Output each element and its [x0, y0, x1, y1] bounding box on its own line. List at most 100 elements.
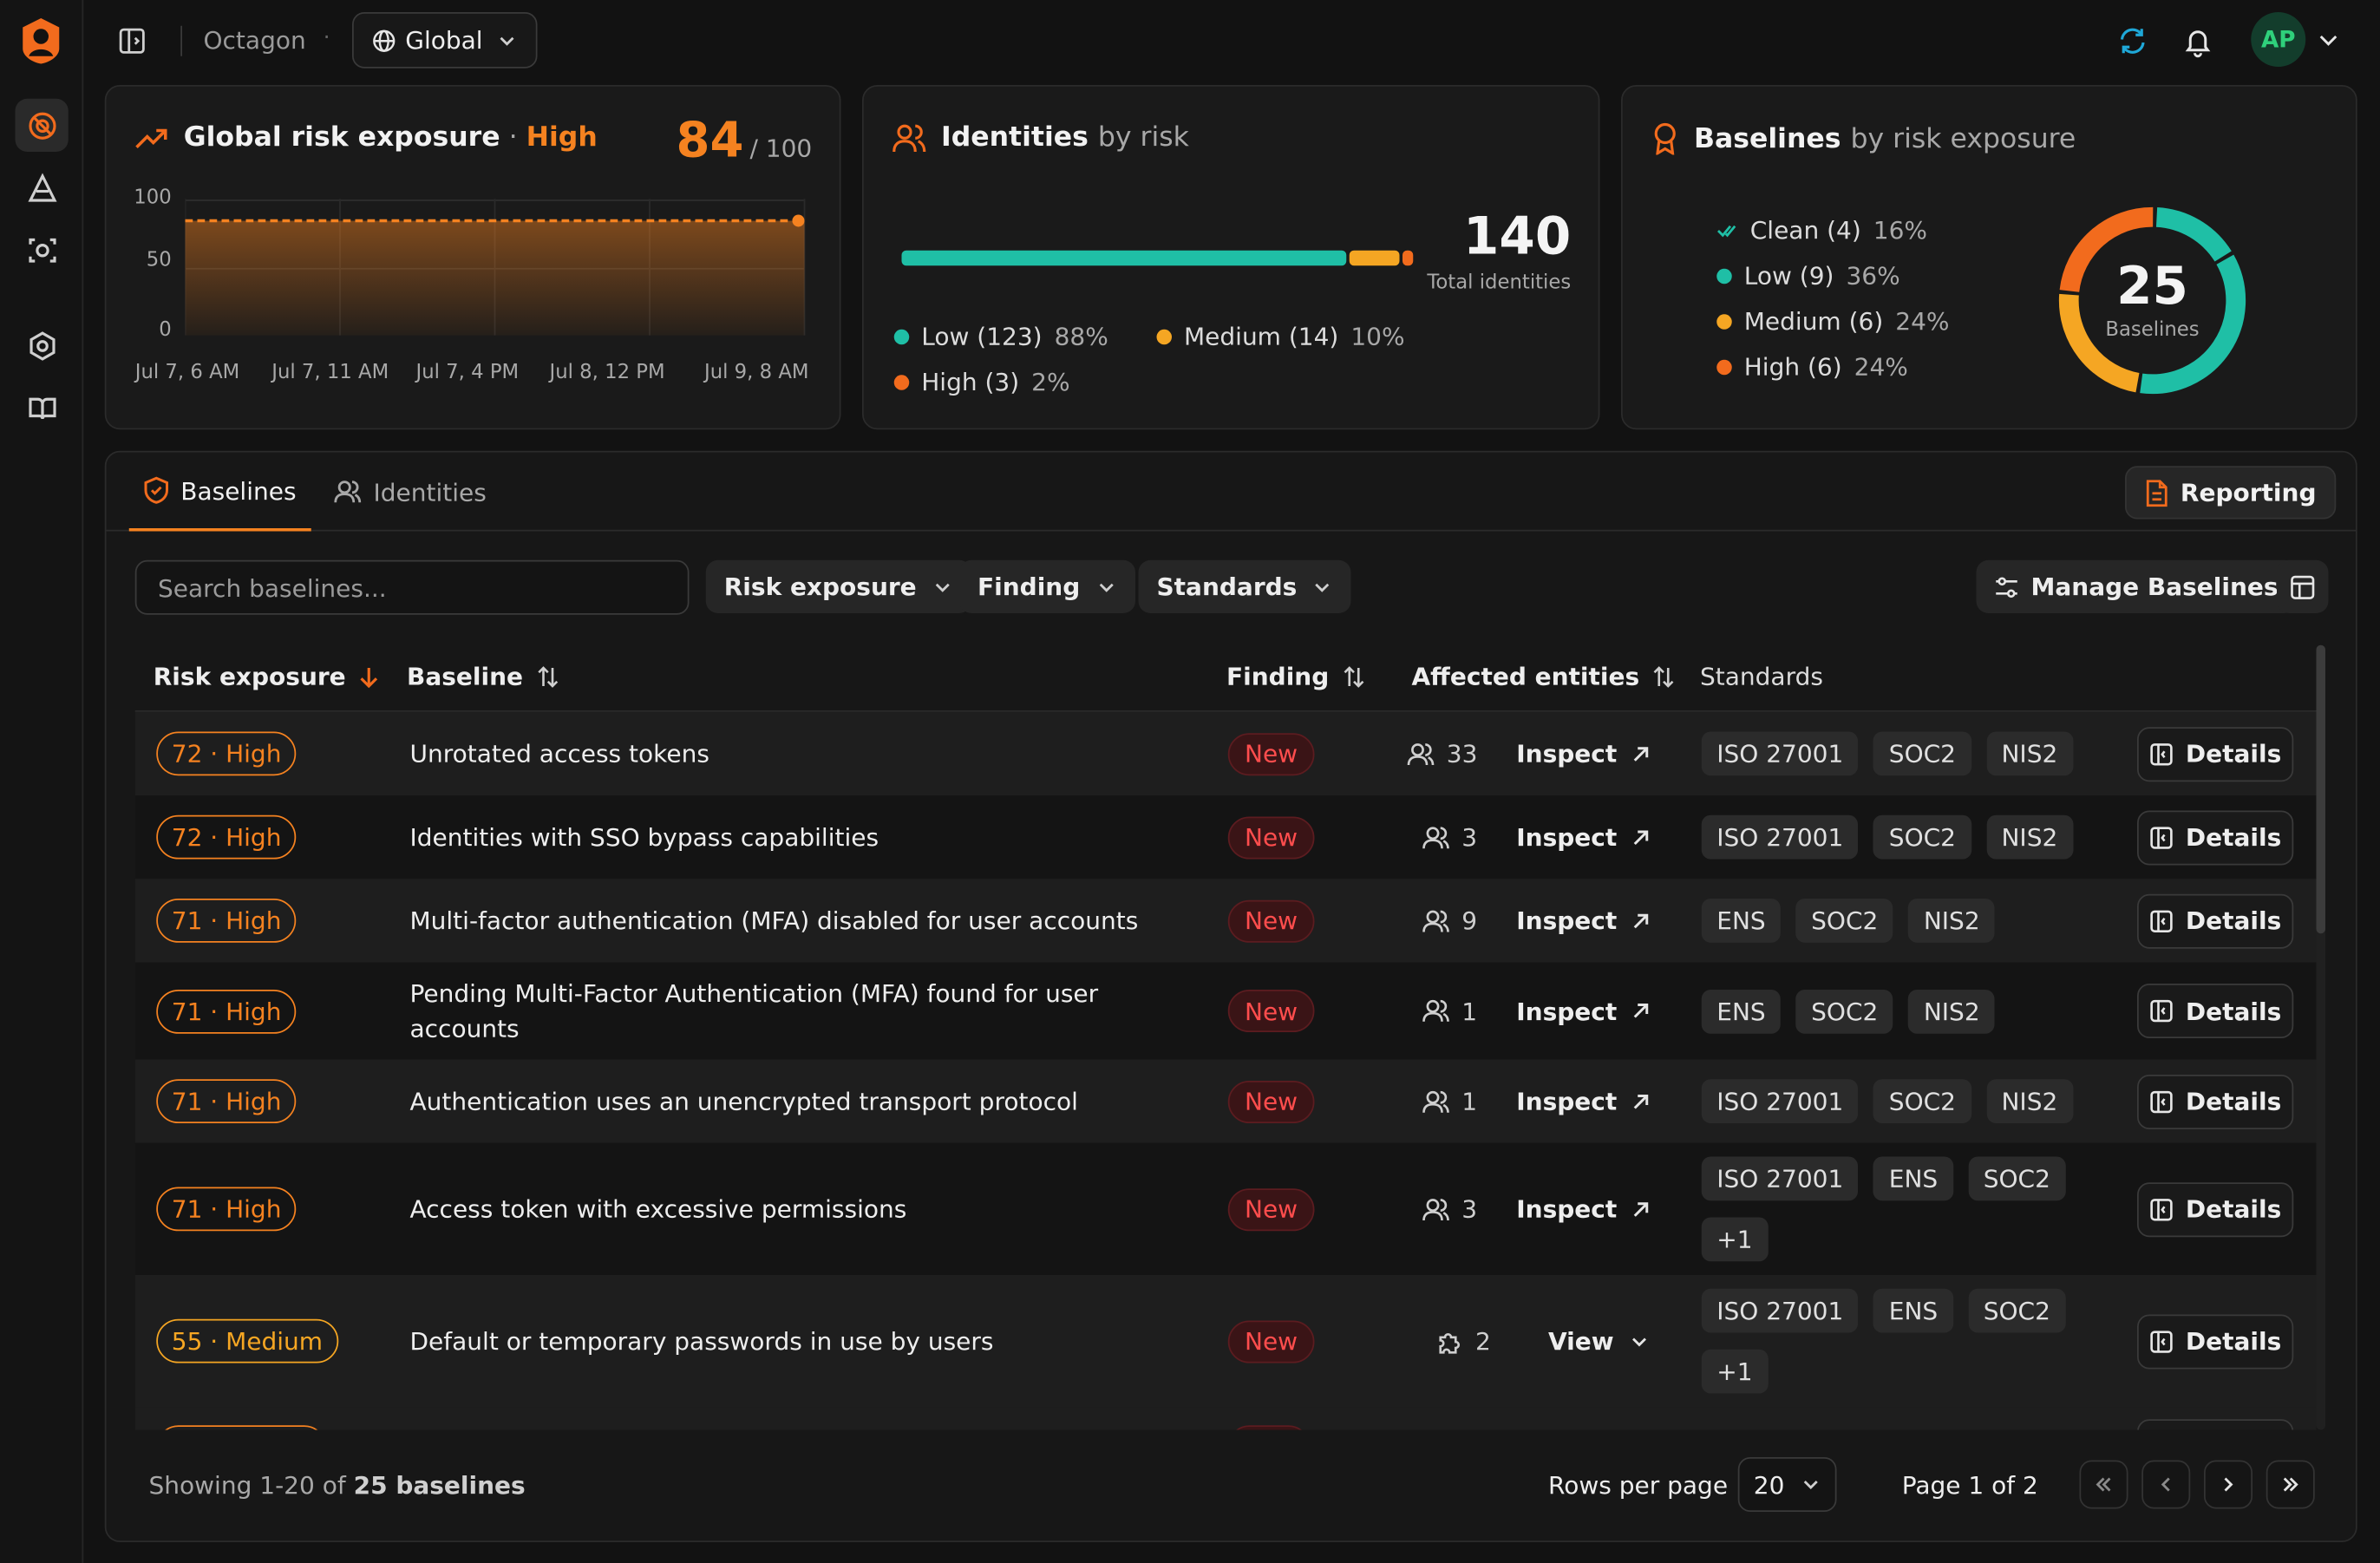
sidebar-item-risk[interactable]: [15, 98, 69, 152]
table-row-partial[interactable]: [134, 1407, 2317, 1430]
details-button[interactable]: Details: [2137, 893, 2294, 948]
risk-cell: 72 · High: [156, 795, 297, 879]
donut-segment[interactable]: [2155, 207, 2232, 262]
inspect-link[interactable]: Inspect: [1516, 1143, 1651, 1275]
y-tick-label: 50: [146, 249, 172, 272]
sidebar-toggle-button[interactable]: [117, 26, 147, 56]
standard-badge: ISO 27001: [1701, 814, 1859, 860]
rows-per-page-value: 20: [1753, 1469, 1785, 1500]
risk-bar-segment[interactable]: [1349, 250, 1400, 266]
filter-risk-exposure[interactable]: Risk exposure: [705, 559, 971, 613]
table-row[interactable]: 71 · High Access token with excessive pe…: [134, 1142, 2317, 1275]
inspect-link[interactable]: Inspect: [1516, 1060, 1651, 1143]
finding-cell: New: [1227, 1143, 1315, 1275]
legend-medium: Medium (6) 24%: [1716, 307, 1950, 336]
details-label: Details: [2185, 822, 2282, 852]
arrow-down-icon: [360, 667, 377, 688]
column-header-finding[interactable]: Finding: [1226, 662, 1365, 690]
refresh-button[interactable]: [2116, 24, 2150, 58]
legend-low: Low (9) 36%: [1716, 261, 1900, 290]
global-risk-level: High: [526, 121, 598, 154]
inspect-link[interactable]: Inspect: [1516, 879, 1651, 962]
baseline-cell[interactable]: Default or temporary passwords in use by…: [410, 1275, 1154, 1407]
reporting-button[interactable]: Reporting: [2124, 466, 2337, 520]
baseline-cell[interactable]: Authentication uses an unencrypted trans…: [410, 1060, 1154, 1143]
user-avatar[interactable]: AP: [2251, 12, 2306, 67]
table-row[interactable]: 71 · High Authentication uses an unencry…: [134, 1059, 2317, 1143]
search-input[interactable]: [134, 559, 690, 615]
inspect-link[interactable]: Inspect: [1516, 712, 1651, 795]
users-icon: [1422, 1089, 1449, 1112]
view-dropdown[interactable]: View: [1548, 1275, 1651, 1407]
shield-check-icon: [144, 476, 168, 504]
table-row[interactable]: 71 · High Multi-factor authentication (M…: [134, 879, 2317, 963]
table-row[interactable]: 72 · High Identities with SSO bypass cap…: [134, 795, 2317, 880]
risk-bar-segment[interactable]: [901, 250, 1347, 266]
scope-selector[interactable]: Global: [352, 12, 538, 69]
table-row[interactable]: 55 · Medium Default or temporary passwor…: [134, 1275, 2317, 1408]
finding-cell: New: [1227, 1275, 1315, 1407]
manage-baselines-button[interactable]: Manage Baselines: [1976, 559, 2297, 613]
baseline-cell[interactable]: Identities with SSO bypass capabilities: [410, 795, 1154, 879]
notifications-button[interactable]: [2181, 24, 2215, 58]
finding-cell: New: [1227, 963, 1315, 1060]
tab-baselines[interactable]: Baselines: [128, 453, 312, 532]
first-page-button[interactable]: [2079, 1460, 2128, 1509]
legend-dot: [1716, 313, 1732, 329]
details-button[interactable]: Details: [2137, 984, 2294, 1038]
next-page-button[interactable]: [2204, 1460, 2252, 1509]
tab-identities[interactable]: Identities: [319, 453, 502, 532]
summary-prefix: Showing 1-20 of: [148, 1470, 346, 1500]
filter-finding[interactable]: Finding: [959, 559, 1135, 613]
risk-area: [185, 220, 805, 336]
prev-page-button[interactable]: [2141, 1460, 2191, 1509]
standard-badge: NIS2: [1908, 899, 1996, 943]
filter-standards[interactable]: Standards: [1138, 559, 1352, 613]
column-header-entities[interactable]: Affected entities: [1412, 662, 1677, 690]
risk-bar-segment[interactable]: [1402, 250, 1414, 266]
details-button[interactable]: Details: [2137, 1181, 2294, 1237]
column-header-baseline[interactable]: Baseline: [407, 662, 559, 690]
sidebar-item-alerts[interactable]: [16, 161, 69, 214]
arrow-up-right-icon: [1634, 746, 1649, 761]
org-name[interactable]: Octagon: [203, 25, 306, 55]
inspect-link[interactable]: Inspect: [1516, 795, 1651, 879]
baseline-cell[interactable]: Pending Multi-Factor Authentication (MFA…: [410, 963, 1154, 1060]
users-icon: [1422, 1198, 1449, 1220]
global-risk-title-text: Global risk exposure: [183, 121, 500, 154]
standard-badge: SOC2: [1968, 1288, 2066, 1333]
risk-point[interactable]: [792, 214, 805, 227]
baseline-name: Default or temporary passwords in use by…: [409, 1326, 994, 1356]
sidebar-item-identities[interactable]: [16, 223, 69, 276]
chevron-right-icon: [2224, 1477, 2233, 1492]
column-header-risk[interactable]: Risk exposure: [154, 662, 379, 690]
details-button[interactable]: [2137, 1419, 2294, 1430]
baseline-cell[interactable]: Access token with excessive permissions: [410, 1143, 1154, 1275]
affected-entities-count: 9: [1422, 879, 1477, 962]
donut-segment[interactable]: [2140, 254, 2246, 395]
table-row[interactable]: 71 · High Pending Multi-Factor Authentic…: [134, 962, 2317, 1060]
sidebar-item-docs[interactable]: [16, 381, 69, 434]
table-scrollbar[interactable]: [2316, 644, 2325, 1430]
details-button[interactable]: Details: [2137, 809, 2294, 865]
details-button[interactable]: Details: [2137, 1074, 2294, 1129]
table-row[interactable]: 72 · High Unrotated access tokens New 33…: [134, 711, 2317, 795]
donut-segment[interactable]: [2059, 206, 2154, 293]
finding-cell: [1227, 1425, 1311, 1430]
column-settings-button[interactable]: [2277, 559, 2329, 613]
details-button[interactable]: Details: [2137, 726, 2294, 782]
inspect-link[interactable]: Inspect: [1516, 963, 1651, 1060]
legend-high: High (6) 24%: [1716, 352, 1908, 381]
baseline-name: Multi-factor authentication (MFA) disabl…: [409, 906, 1139, 935]
baseline-cell[interactable]: Multi-factor authentication (MFA) disabl…: [410, 879, 1154, 962]
rows-per-page-select[interactable]: 20: [1737, 1457, 1837, 1512]
baseline-cell[interactable]: Unrotated access tokens: [410, 712, 1154, 795]
standard-badge: NIS2: [1985, 1079, 2073, 1123]
scrollbar-thumb[interactable]: [2316, 644, 2325, 934]
sidebar-item-settings[interactable]: [16, 319, 69, 372]
donut-segment[interactable]: [2058, 293, 2140, 393]
user-menu-chevron[interactable]: [2315, 26, 2343, 54]
last-page-button[interactable]: [2266, 1460, 2315, 1509]
app-logo[interactable]: [20, 16, 62, 65]
details-button[interactable]: Details: [2137, 1313, 2294, 1369]
